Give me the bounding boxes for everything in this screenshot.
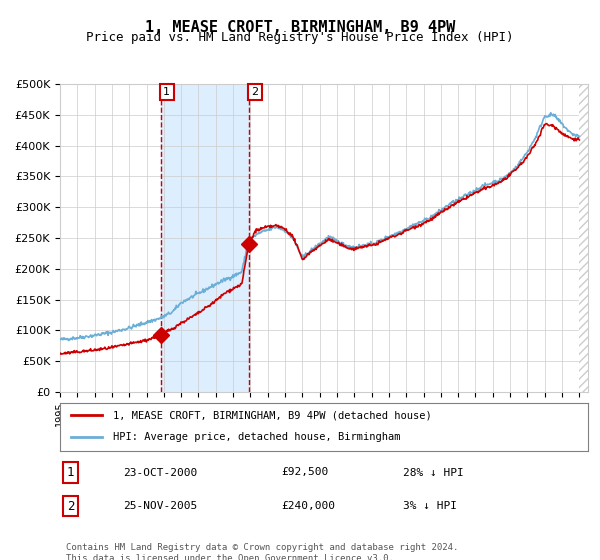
Text: £92,500: £92,500 <box>282 468 329 478</box>
Text: 23-OCT-2000: 23-OCT-2000 <box>124 468 197 478</box>
Text: 28% ↓ HPI: 28% ↓ HPI <box>403 468 464 478</box>
Text: 25-NOV-2005: 25-NOV-2005 <box>124 501 197 511</box>
Text: 1, MEASE CROFT, BIRMINGHAM, B9 4PW: 1, MEASE CROFT, BIRMINGHAM, B9 4PW <box>145 20 455 35</box>
Text: 3% ↓ HPI: 3% ↓ HPI <box>403 501 457 511</box>
Bar <box>580 84 588 392</box>
Text: Price paid vs. HM Land Registry's House Price Index (HPI): Price paid vs. HM Land Registry's House … <box>86 31 514 44</box>
Text: 1, MEASE CROFT, BIRMINGHAM, B9 4PW (detached house): 1, MEASE CROFT, BIRMINGHAM, B9 4PW (deta… <box>113 410 431 420</box>
Text: 1: 1 <box>163 87 170 97</box>
Bar <box>161 84 248 392</box>
Text: Contains HM Land Registry data © Crown copyright and database right 2024.
This d: Contains HM Land Registry data © Crown c… <box>66 543 458 560</box>
Text: 1: 1 <box>67 466 74 479</box>
Bar <box>580 84 588 392</box>
Text: 2: 2 <box>251 87 259 97</box>
Text: 2: 2 <box>67 500 74 512</box>
Text: HPI: Average price, detached house, Birmingham: HPI: Average price, detached house, Birm… <box>113 432 400 442</box>
Text: £240,000: £240,000 <box>282 501 336 511</box>
